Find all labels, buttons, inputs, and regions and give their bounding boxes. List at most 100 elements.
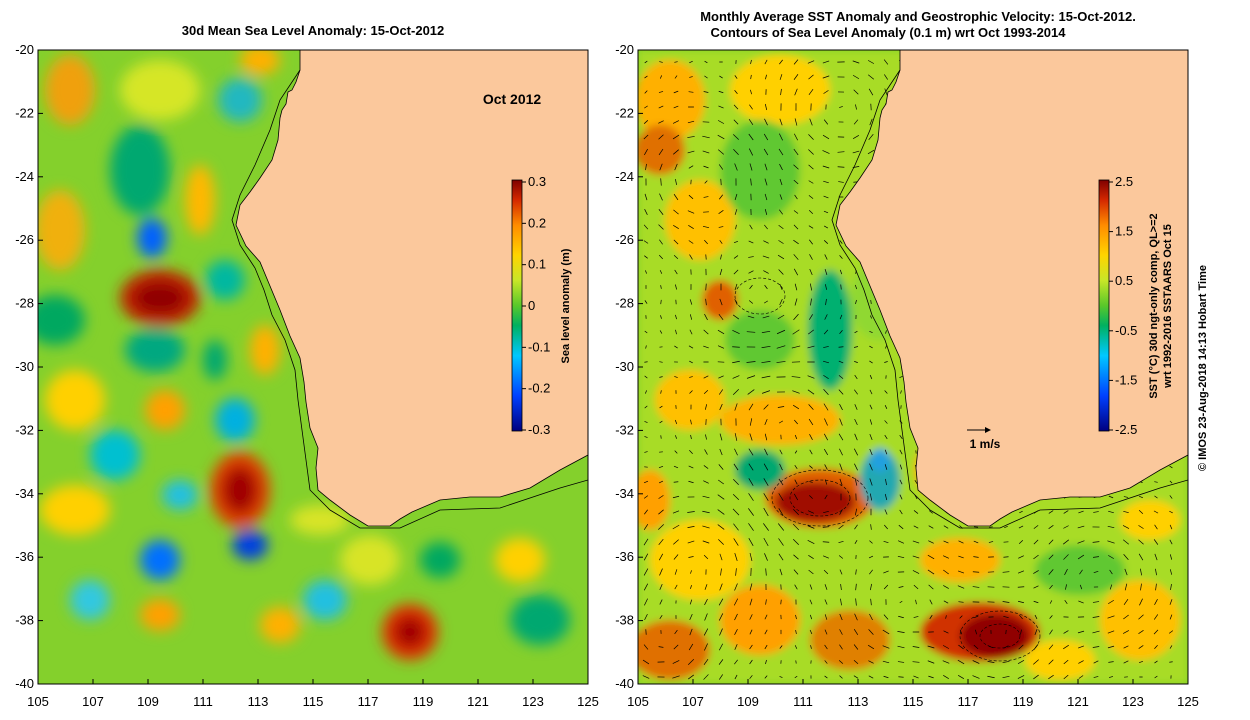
velocity-arrow <box>853 89 859 95</box>
velocity-arrow <box>807 389 815 395</box>
velocity-arrow <box>824 614 828 620</box>
velocity-arrow <box>867 74 875 80</box>
velocity-arrow <box>673 193 679 201</box>
velocity-arrow <box>927 660 935 664</box>
velocity-arrow <box>732 360 740 364</box>
velocity-arrow <box>825 284 827 290</box>
colorbar-tick-label: 0.1 <box>528 257 546 272</box>
velocity-arrow <box>718 539 724 545</box>
velocity-arrow <box>688 556 694 558</box>
velocity-arrow <box>928 525 934 529</box>
velocity-arrow <box>1033 674 1039 680</box>
right-panel-title-line1: Monthly Average SST Anomaly and Geostrop… <box>700 9 1136 24</box>
velocity-arrow <box>883 540 889 544</box>
colorbar-tick-label: -2.5 <box>1115 422 1137 437</box>
velocity-arrow <box>749 163 753 171</box>
velocity-arrow <box>1048 659 1054 665</box>
velocity-arrow <box>1033 659 1039 665</box>
velocity-arrow <box>778 148 784 156</box>
velocity-arrow <box>824 660 828 664</box>
velocity-arrow <box>1122 525 1130 529</box>
velocity-arrow <box>659 583 663 591</box>
velocity-arrow <box>764 59 768 65</box>
velocity-arrow <box>645 390 647 394</box>
velocity-arrow <box>703 329 709 335</box>
velocity-arrow <box>688 674 694 680</box>
velocity-arrow <box>779 449 783 455</box>
velocity-arrow <box>839 255 843 259</box>
velocity-arrow <box>777 314 785 320</box>
velocity-arrow <box>764 118 768 126</box>
velocity-arrow <box>1063 525 1069 529</box>
velocity-arrow <box>837 151 845 153</box>
velocity-arrow <box>1107 525 1115 529</box>
lat-tick-label: -36 <box>15 549 34 564</box>
colorbar-tick-label: 0 <box>528 298 535 313</box>
velocity-arrow <box>884 449 888 455</box>
velocity-arrow <box>1093 660 1099 664</box>
velocity-arrow <box>793 509 799 515</box>
velocity-arrow <box>838 524 844 530</box>
velocity-arrow <box>957 659 965 665</box>
velocity-arrow <box>884 361 888 363</box>
velocity-arrow <box>1138 553 1144 561</box>
velocity-arrow <box>778 538 784 546</box>
velocity-arrow <box>658 524 664 530</box>
velocity-arrow <box>808 134 814 140</box>
velocity-arrow <box>1003 615 1009 619</box>
velocity-arrow <box>823 90 829 94</box>
velocity-arrow <box>912 646 920 648</box>
velocity-arrow <box>854 374 858 380</box>
velocity-arrow <box>778 224 784 230</box>
velocity-arrow <box>958 601 964 603</box>
velocity-arrow <box>793 313 799 321</box>
lat-tick-label: -30 <box>15 359 34 374</box>
velocity-arrow <box>959 629 963 635</box>
velocity-arrow <box>794 88 798 96</box>
velocity-arrow <box>688 224 694 230</box>
velocity-arrow <box>809 614 813 620</box>
velocity-arrow <box>884 390 888 394</box>
velocity-arrow <box>733 119 739 125</box>
lon-tick-label: 123 <box>1122 694 1144 709</box>
velocity-arrow <box>643 120 649 124</box>
velocity-arrow <box>672 120 680 124</box>
velocity-arrow <box>748 119 754 125</box>
velocity-arrow <box>823 180 829 184</box>
velocity-arrow <box>809 465 813 469</box>
velocity-arrow <box>897 555 905 559</box>
lon-tick-label: 115 <box>303 694 324 709</box>
velocity-arrow <box>765 659 767 665</box>
velocity-arrow <box>746 331 756 333</box>
velocity-arrow <box>853 659 859 665</box>
velocity-arrow <box>764 209 768 215</box>
colorbar-tick-label: -0.5 <box>1115 323 1137 338</box>
velocity-arrow <box>718 90 724 94</box>
velocity-arrow <box>749 284 753 290</box>
velocity-arrow <box>778 240 784 244</box>
velocity-arrow <box>1154 675 1158 679</box>
velocity-arrow <box>793 133 799 141</box>
velocity-arrow <box>780 88 782 96</box>
velocity-arrow <box>987 675 995 679</box>
velocity-arrow <box>675 329 677 335</box>
right-colorbar-ticks: 2.5 1.5 0.5 -0.5 -1.5 -2.5 <box>1109 174 1137 437</box>
velocity-arrow <box>689 60 693 64</box>
velocity-arrow <box>779 298 783 306</box>
velocity-arrow <box>658 91 664 93</box>
velocity-arrow <box>1063 674 1069 680</box>
velocity-arrow <box>778 508 784 516</box>
velocity-arrow <box>869 419 873 425</box>
velocity-arrow <box>674 450 678 454</box>
velocity-arrow <box>658 495 664 499</box>
lat-tick-label: -20 <box>15 42 34 57</box>
velocity-arrow <box>1034 629 1038 635</box>
velocity-arrow <box>824 675 828 679</box>
velocity-arrow <box>644 60 648 64</box>
lat-tick-label: -26 <box>615 232 634 247</box>
velocity-arrow <box>822 165 830 169</box>
velocity-arrow <box>824 599 828 605</box>
velocity-arrow <box>1093 676 1099 678</box>
velocity-arrow <box>884 405 888 409</box>
velocity-arrow <box>1138 660 1144 664</box>
